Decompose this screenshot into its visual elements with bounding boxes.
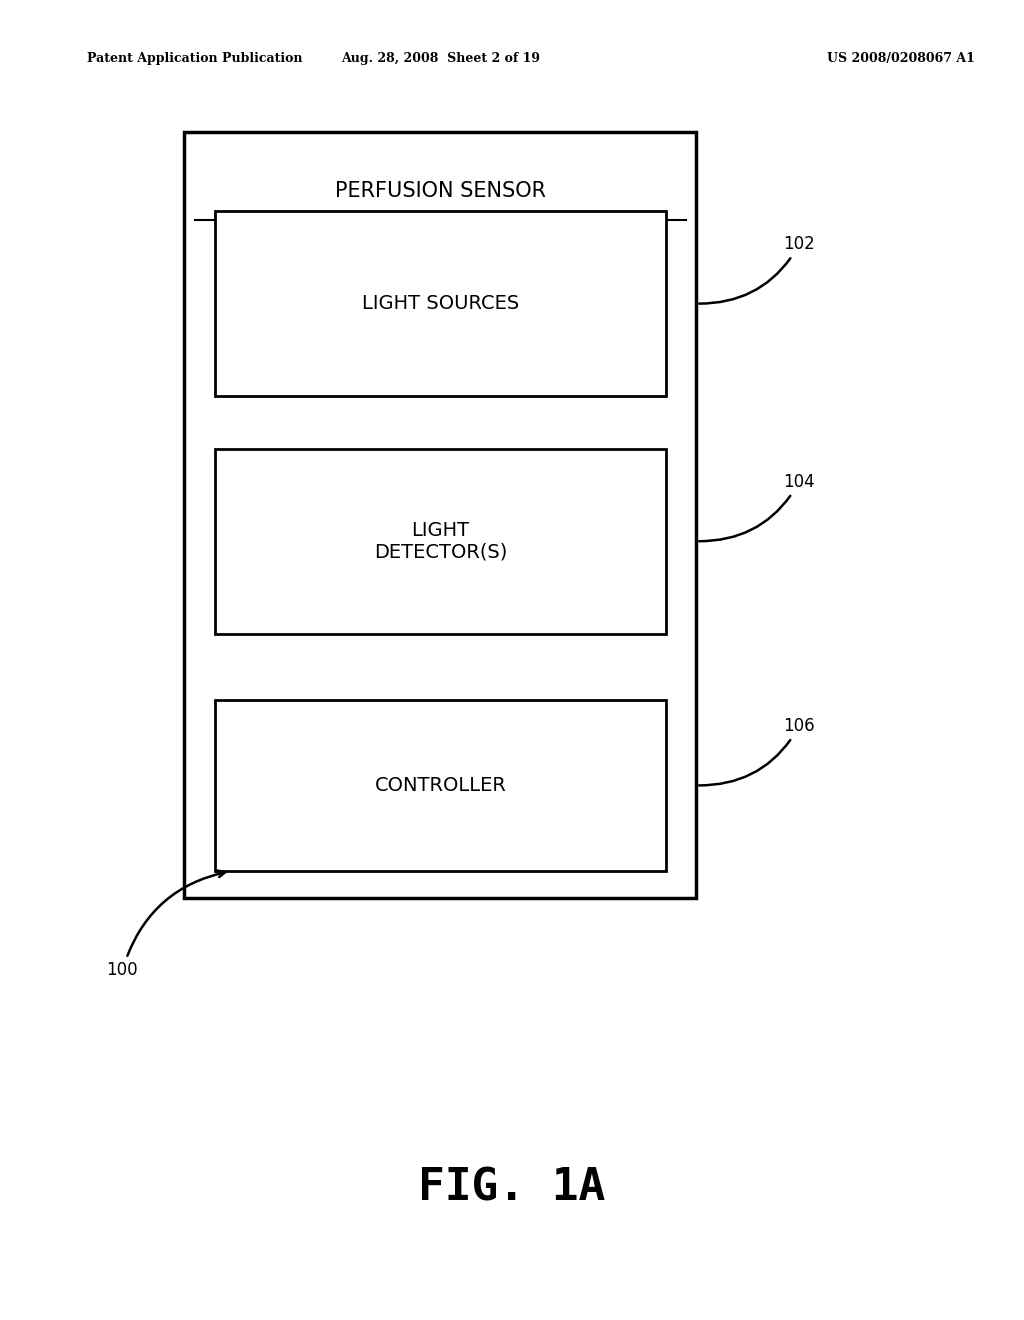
Text: Aug. 28, 2008  Sheet 2 of 19: Aug. 28, 2008 Sheet 2 of 19 <box>341 51 540 65</box>
Text: FIG. 1A: FIG. 1A <box>419 1167 605 1209</box>
Text: LIGHT SOURCES: LIGHT SOURCES <box>361 294 519 313</box>
FancyBboxPatch shape <box>215 700 666 871</box>
Text: Patent Application Publication: Patent Application Publication <box>87 51 302 65</box>
Text: 102: 102 <box>699 235 815 304</box>
FancyBboxPatch shape <box>215 449 666 634</box>
Text: CONTROLLER: CONTROLLER <box>375 776 506 795</box>
Text: 106: 106 <box>699 717 815 785</box>
Text: LIGHT
DETECTOR(S): LIGHT DETECTOR(S) <box>374 520 507 562</box>
Text: PERFUSION SENSOR: PERFUSION SENSOR <box>335 181 546 202</box>
FancyBboxPatch shape <box>215 211 666 396</box>
Text: 100: 100 <box>106 871 225 979</box>
FancyBboxPatch shape <box>184 132 696 898</box>
Text: 104: 104 <box>699 473 815 541</box>
Text: US 2008/0208067 A1: US 2008/0208067 A1 <box>827 51 975 65</box>
